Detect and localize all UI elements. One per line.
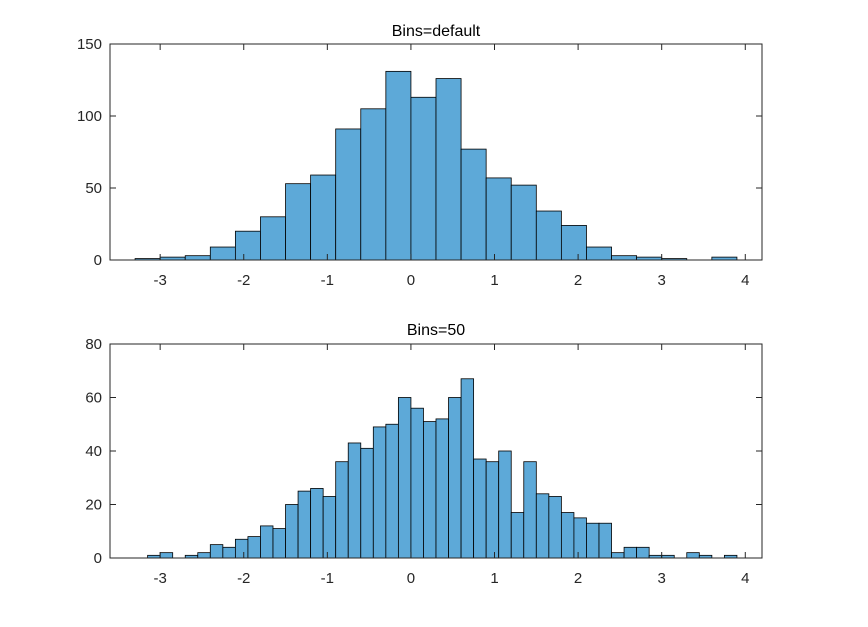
histogram-bar (485, 177, 512, 261)
y-tick-label: 0 (94, 550, 102, 567)
histogram-bar (535, 493, 550, 559)
histogram-bar (197, 552, 211, 559)
bars (134, 70, 738, 261)
x-tick-label: 3 (658, 570, 666, 587)
histogram-bar (560, 512, 575, 559)
histogram-bar (247, 536, 261, 559)
histogram-bar (410, 96, 437, 261)
y-axis: 0 50 100 150 (77, 36, 762, 269)
x-tick-label: -3 (153, 272, 166, 289)
histogram-bar (435, 78, 462, 261)
x-tick-label: 3 (658, 272, 666, 289)
y-tick-label: 60 (85, 390, 102, 407)
histogram-bar (385, 70, 412, 261)
histogram-bar (260, 216, 286, 261)
histogram-bar (397, 397, 412, 559)
histogram-bar (385, 423, 399, 559)
histogram-bar (372, 426, 387, 559)
histogram-bar (485, 461, 500, 559)
x-axis: -3 -2 -1 0 1 2 3 4 (153, 344, 749, 587)
histogram-bar (159, 552, 174, 559)
x-tick-label: -2 (237, 570, 250, 587)
histogram-bar (510, 512, 525, 559)
histogram-50-bins: Bins=50 -3 -2 -1 0 1 2 3 4 0 20 40 60 80 (85, 322, 763, 587)
histogram-bar (347, 442, 362, 559)
histogram-bar (510, 184, 537, 261)
x-axis: -3 -2 -1 0 1 2 3 4 (153, 44, 749, 289)
y-tick-label: 150 (77, 36, 102, 53)
x-tick-label: 4 (741, 570, 749, 587)
x-tick-label: -3 (153, 570, 166, 587)
x-tick-label: -2 (237, 272, 250, 289)
histogram-bar (260, 525, 274, 559)
histogram-bar (448, 397, 462, 559)
x-tick-label: 1 (490, 272, 498, 289)
histogram-bar (423, 421, 437, 559)
histogram-bar (209, 544, 224, 559)
histogram-bar (473, 458, 487, 559)
bars (147, 378, 738, 559)
y-tick-label: 80 (85, 336, 102, 353)
y-tick-label: 50 (85, 180, 102, 197)
histogram-bar (335, 128, 362, 261)
histogram-bar (234, 538, 249, 559)
histogram-bar (297, 490, 312, 559)
histogram-bar (310, 174, 337, 261)
histogram-bar (623, 546, 638, 559)
histogram-bar (560, 225, 587, 261)
histogram-bar (222, 546, 236, 559)
chart-title: Bins=default (392, 23, 481, 40)
x-tick-label: -1 (321, 570, 334, 587)
x-tick-label: 2 (574, 570, 582, 587)
histogram-bar (209, 246, 236, 261)
x-tick-label: -1 (321, 272, 334, 289)
x-tick-label: 0 (407, 272, 415, 289)
histogram-default-bins: Bins=default -3 -2 -1 0 1 2 3 4 0 50 100 150 (77, 23, 763, 289)
x-tick-label: 1 (490, 570, 498, 587)
histogram-bar (285, 504, 299, 559)
histogram-bar (335, 461, 349, 559)
histogram-bar (322, 496, 337, 559)
histogram-bar (636, 546, 650, 559)
histogram-bar (598, 522, 612, 559)
x-tick-label: 0 (407, 570, 415, 587)
y-tick-label: 20 (85, 497, 102, 514)
y-tick-label: 100 (77, 108, 102, 125)
histogram-bar (460, 148, 487, 261)
histogram-bar (498, 450, 512, 559)
chart-title: Bins=50 (407, 322, 465, 339)
histogram-bar (586, 522, 600, 559)
y-tick-label: 40 (85, 443, 102, 460)
histogram-bar (548, 496, 562, 559)
histogram-bar (573, 517, 587, 559)
histogram-bar (460, 378, 475, 559)
axes-box (109, 43, 763, 261)
histogram-bar (535, 210, 562, 261)
histogram-bar (523, 461, 537, 559)
x-tick-label: 2 (574, 272, 582, 289)
histogram-bar (360, 108, 387, 261)
histogram-bar (410, 407, 424, 559)
histogram-bar (272, 528, 286, 559)
histogram-bar (611, 255, 638, 261)
histogram-bar (310, 488, 324, 559)
histogram-bar (360, 447, 374, 559)
histogram-bar (586, 246, 612, 261)
histogram-bar (435, 418, 449, 559)
x-tick-label: 4 (741, 272, 749, 289)
y-axis: 0 20 40 60 80 (85, 336, 762, 567)
y-tick-label: 0 (94, 252, 102, 269)
histogram-bar (184, 255, 211, 261)
histogram-bar (686, 552, 700, 559)
histogram-bar (611, 552, 625, 559)
histogram-bar (234, 230, 261, 261)
histogram-bar (285, 183, 312, 261)
